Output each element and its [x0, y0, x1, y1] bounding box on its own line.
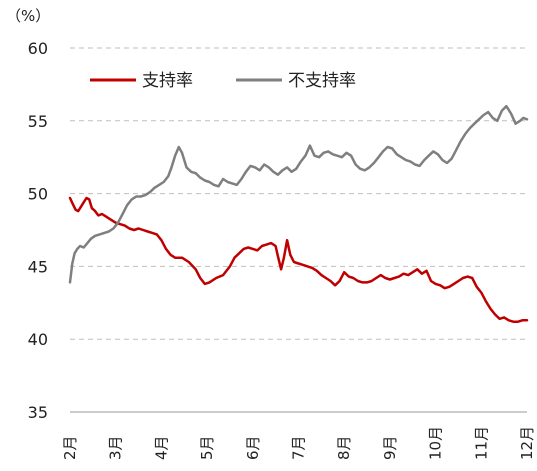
x-tick-label: 4月 — [152, 435, 170, 460]
legend: 支持率 不支持率 — [90, 71, 356, 91]
gridlines — [70, 47, 527, 413]
x-tick-label: 5月 — [198, 435, 216, 460]
series-line-support — [68, 196, 529, 323]
x-tick-label: 6月 — [244, 435, 262, 460]
legend-label: 支持率 — [142, 71, 193, 91]
x-tick-label: 9月 — [381, 435, 399, 460]
series-lines — [68, 104, 529, 323]
x-tick-label: 7月 — [290, 435, 308, 460]
y-tick-label: 35 — [28, 403, 48, 422]
unit-label: （%） — [6, 7, 50, 25]
y-tick-label: 55 — [28, 112, 48, 131]
x-tick-label: 10月 — [427, 426, 445, 460]
x-tick-label: 8月 — [335, 435, 353, 460]
y-tick-label: 50 — [28, 185, 48, 204]
legend-label: 不支持率 — [288, 71, 356, 91]
series-line-nonsupport — [68, 104, 529, 284]
x-tick-label: 3月 — [107, 435, 125, 460]
y-tick-label: 60 — [28, 39, 48, 58]
x-tick-label: 2月 — [61, 435, 79, 460]
y-axis-ticks: 35 40 45 50 55 60 — [28, 39, 48, 422]
x-tick-label: 12月 — [518, 426, 536, 460]
y-tick-label: 45 — [28, 257, 48, 276]
x-tick-label: 11月 — [472, 426, 490, 460]
x-axis-ticks: 2月 3月 4月 5月 6月 7月 8月 9月 10月 11月 12月 — [61, 426, 536, 460]
y-tick-label: 40 — [28, 330, 48, 349]
